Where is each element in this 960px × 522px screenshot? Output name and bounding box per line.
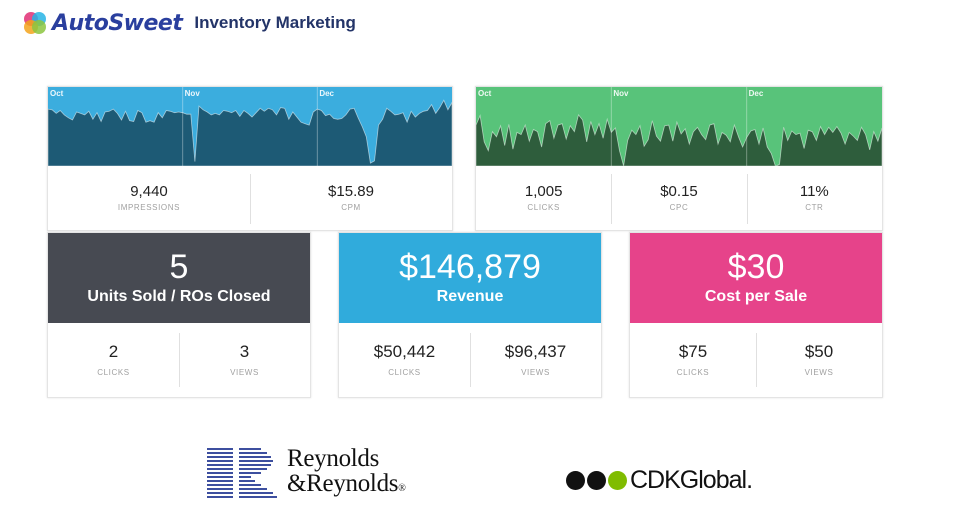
partner-logos: Reynolds &Reynolds® CDKGlobal. [0,440,960,510]
revenue-value: $146,879 [399,248,541,286]
clicks-area-series [476,114,882,166]
cdk-brand: CDK [630,466,681,494]
impressions-card: Oct Nov Dec 9,440 IMPRESSIONS $15.89 CPM [47,86,453,231]
reynolds-wordmark: Reynolds &Reynolds® [287,446,406,501]
autosweet-logo-icon [24,12,46,34]
impressions-value: 9,440 [130,183,168,200]
units-sold-stats: 2 CLICKS 3 VIEWS [48,323,310,397]
revenue-clicks-stat: $50,442 CLICKS [339,323,470,397]
cdk-wordmark: CDKGlobal. [630,466,753,495]
cost-clicks-stat: $75 CLICKS [630,323,756,397]
cdk-mark: . [746,466,753,494]
cdk-dot-icon [566,471,585,490]
revenue-views-value: $96,437 [504,342,567,361]
reynolds-line-1: Reynolds [287,445,380,472]
clicks-stats: 1,005 CLICKS $0.15 CPC 11% CTR [476,166,882,230]
cost-clicks-value: $75 [678,342,708,361]
clicks-card: Oct Nov Dec 1,005 CLICKS $0.15 CPC 11% CTR [475,86,883,231]
units-clicks-value: 2 [108,342,119,361]
impressions-stat: 9,440 IMPRESSIONS [48,166,250,230]
impressions-month-label: Oct [50,89,64,98]
cpc-stat: $0.15 CPC [611,166,746,230]
revenue-views-stat: $96,437 VIEWS [470,323,601,397]
cpm-stat: $15.89 CPM [250,166,452,230]
cost-per-sale-card: $30 Cost per Sale $75 CLICKS $50 VIEWS [629,232,883,398]
impressions-stats: 9,440 IMPRESSIONS $15.89 CPM [48,166,452,230]
reynolds-mark-icon [207,448,277,498]
revenue-card: $146,879 Revenue $50,442 CLICKS $96,437 … [338,232,602,398]
clicks-label: CLICKS [527,203,560,212]
revenue-clicks-value: $50,442 [373,342,436,361]
clicks-stat: 1,005 CLICKS [476,166,611,230]
ctr-label: CTR [805,203,824,212]
cpc-label: CPC [669,203,689,212]
revenue-stats: $50,442 CLICKS $96,437 VIEWS [339,323,601,397]
brand-name: AutoSweet [52,10,183,36]
units-views-label: VIEWS [230,368,259,377]
units-sold-header: 5 Units Sold / ROs Closed [48,233,310,323]
clicks-chart: Oct Nov Dec [476,87,882,166]
ctr-value: 11% [799,183,829,200]
cdk-global-word: Global [679,466,747,494]
revenue-clicks-label: CLICKS [388,368,421,377]
cpc-value: $0.15 [660,183,698,200]
product-name: Inventory Marketing [194,13,356,32]
impressions-chart: Oct Nov Dec [48,87,452,166]
impressions-sparkline: Oct Nov Dec [48,87,452,166]
reynolds-line-2-text: &Reynolds [287,470,399,497]
cdk-global-logo: CDKGlobal. [566,466,753,495]
cost-clicks-label: CLICKS [676,368,710,377]
clicks-month-label: Oct [478,89,492,98]
cost-per-sale-title: Cost per Sale [704,288,808,305]
reynolds-registered-mark: ® [398,483,406,494]
clicks-value: 1,005 [524,183,563,200]
units-sold-card: 5 Units Sold / ROs Closed 2 CLICKS 3 VIE… [47,232,311,398]
cpm-label: CPM [341,203,361,212]
cost-views-label: VIEWS [804,368,834,377]
revenue-title: Revenue [436,288,504,305]
impressions-area-series [48,99,452,166]
ctr-stat: 11% CTR [746,166,882,230]
cdk-dot-icon [587,471,606,490]
units-clicks-stat: 2 CLICKS [48,323,179,397]
app-header: AutoSweet Inventory Marketing [22,6,356,40]
cost-per-sale-stats: $75 CLICKS $50 VIEWS [630,323,882,397]
cpm-value: $15.89 [328,183,374,200]
reynolds-line-2: &Reynolds® [287,471,406,501]
clicks-month-label: Dec [749,89,764,98]
cdk-dot-green-icon [608,471,627,490]
impressions-month-label: Nov [185,89,201,98]
revenue-header: $146,879 Revenue [339,233,601,323]
impressions-label: IMPRESSIONS [117,203,181,212]
cost-per-sale-value: $30 [727,248,785,286]
revenue-views-label: VIEWS [521,368,550,377]
clicks-month-label: Nov [613,89,629,98]
units-views-stat: 3 VIEWS [179,323,310,397]
clicks-sparkline: Oct Nov Dec [476,87,882,166]
units-views-value: 3 [239,342,250,361]
impressions-month-label: Dec [319,89,334,98]
cost-views-value: $50 [804,342,834,361]
cost-per-sale-header: $30 Cost per Sale [630,233,882,323]
units-sold-value: 5 [169,248,189,286]
units-clicks-label: CLICKS [97,368,130,377]
reynolds-logo: Reynolds &Reynolds® [207,446,406,501]
units-sold-title: Units Sold / ROs Closed [87,288,271,305]
cost-views-stat: $50 VIEWS [756,323,882,397]
